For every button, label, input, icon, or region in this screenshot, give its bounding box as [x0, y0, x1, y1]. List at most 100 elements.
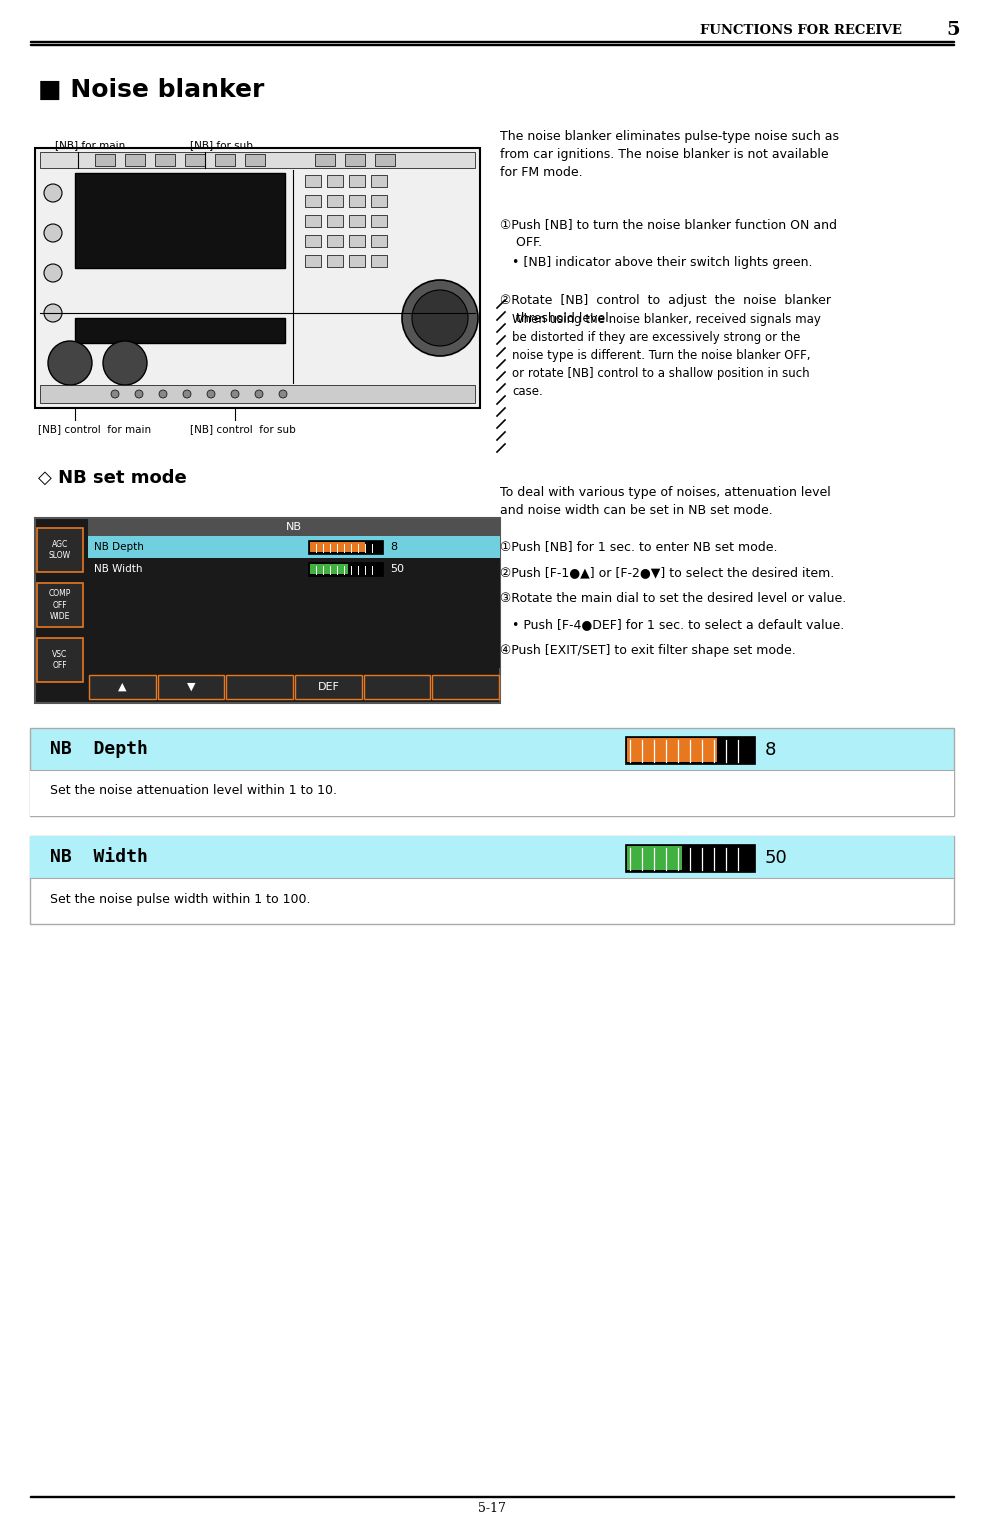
Text: ▲: ▲: [118, 682, 127, 693]
Bar: [185, 153, 205, 166]
Text: 50: 50: [390, 564, 404, 574]
Bar: [375, 153, 395, 166]
Text: Set the noise attenuation level within 1 to 10.: Set the noise attenuation level within 1…: [50, 784, 337, 797]
Bar: [349, 175, 365, 187]
Circle shape: [255, 390, 263, 398]
Bar: [40, 384, 475, 403]
Bar: [30, 728, 954, 816]
Bar: [432, 674, 499, 699]
Bar: [37, 529, 83, 573]
Bar: [371, 255, 387, 267]
Bar: [371, 175, 387, 187]
Bar: [37, 583, 83, 627]
Bar: [305, 175, 321, 187]
Text: DEF: DEF: [318, 682, 339, 693]
Bar: [88, 580, 500, 602]
Text: [NB] for sub: [NB] for sub: [190, 140, 253, 150]
Bar: [327, 235, 343, 248]
Text: [NB] control  for sub: [NB] control for sub: [190, 424, 296, 434]
Circle shape: [44, 264, 62, 283]
Text: 50: 50: [765, 849, 788, 867]
Bar: [310, 564, 348, 574]
Bar: [305, 216, 321, 226]
Circle shape: [44, 223, 62, 242]
Bar: [30, 770, 954, 816]
Circle shape: [412, 290, 468, 346]
Text: FUNCTIONS FOR RECEIVE: FUNCTIONS FOR RECEIVE: [700, 23, 902, 36]
Bar: [88, 536, 500, 557]
Text: 5-17: 5-17: [478, 1501, 506, 1514]
Text: AGC
SLOW: AGC SLOW: [49, 539, 71, 561]
Bar: [88, 519, 500, 536]
Circle shape: [207, 390, 215, 398]
Text: COMP
OFF
WIDE: COMP OFF WIDE: [49, 589, 71, 621]
Bar: [37, 638, 83, 682]
Bar: [295, 674, 362, 699]
Bar: [327, 175, 343, 187]
Text: NB  Depth: NB Depth: [50, 740, 148, 758]
Text: ◇ NB set mode: ◇ NB set mode: [38, 469, 187, 488]
Bar: [327, 255, 343, 267]
Circle shape: [44, 184, 62, 202]
Text: 8: 8: [390, 542, 398, 551]
Bar: [30, 835, 954, 924]
Text: ■ Noise blanker: ■ Noise blanker: [38, 77, 265, 102]
Circle shape: [135, 390, 143, 398]
Bar: [627, 738, 717, 763]
Bar: [305, 194, 321, 207]
Text: 5: 5: [947, 21, 960, 39]
Text: ②Push [F-1●▲] or [F-2●▼] to select the desired item.: ②Push [F-1●▲] or [F-2●▼] to select the d…: [500, 567, 834, 579]
Bar: [75, 173, 285, 267]
Bar: [226, 674, 293, 699]
Text: • Push [F-4●DEF] for 1 sec. to select a default value.: • Push [F-4●DEF] for 1 sec. to select a …: [500, 618, 844, 630]
Bar: [349, 194, 365, 207]
Text: NB Width: NB Width: [94, 564, 143, 574]
Bar: [89, 674, 155, 699]
Bar: [35, 518, 500, 703]
Text: [NB] control  for main: [NB] control for main: [38, 424, 152, 434]
Text: VSC
OFF: VSC OFF: [52, 650, 68, 670]
Bar: [327, 194, 343, 207]
Text: ▼: ▼: [187, 682, 195, 693]
Bar: [625, 737, 755, 764]
Bar: [40, 152, 475, 169]
Circle shape: [183, 390, 191, 398]
Text: ①Push [NB] to turn the noise blanker function ON and
    OFF.: ①Push [NB] to turn the noise blanker fun…: [500, 219, 837, 249]
Bar: [349, 235, 365, 248]
Circle shape: [44, 304, 62, 322]
Text: The noise blanker eliminates pulse-type noise such as
from car ignitions. The no: The noise blanker eliminates pulse-type …: [500, 131, 839, 179]
Bar: [305, 235, 321, 248]
Text: NB: NB: [286, 523, 302, 532]
Bar: [215, 153, 235, 166]
Text: [NB] for main: [NB] for main: [55, 140, 125, 150]
Text: When using the noise blanker, received signals may
be distorted if they are exce: When using the noise blanker, received s…: [512, 313, 821, 398]
Bar: [125, 153, 145, 166]
Circle shape: [279, 390, 287, 398]
Bar: [305, 255, 321, 267]
Bar: [625, 845, 755, 872]
Bar: [75, 317, 285, 343]
Text: NB Depth: NB Depth: [94, 542, 144, 551]
Circle shape: [402, 279, 478, 355]
Bar: [349, 216, 365, 226]
Bar: [308, 539, 383, 554]
Bar: [88, 646, 500, 668]
Text: 8: 8: [765, 741, 776, 760]
Text: ③Rotate the main dial to set the desired level or value.: ③Rotate the main dial to set the desired…: [500, 592, 846, 605]
Circle shape: [48, 340, 92, 384]
Bar: [327, 216, 343, 226]
Bar: [349, 255, 365, 267]
Bar: [315, 153, 335, 166]
Bar: [371, 194, 387, 207]
Text: ②Rotate  [NB]  control  to  adjust  the  noise  blanker
    threshold level.: ②Rotate [NB] control to adjust the noise…: [500, 295, 831, 325]
Text: Set the noise pulse width within 1 to 100.: Set the noise pulse width within 1 to 10…: [50, 893, 311, 905]
Text: • [NB] indicator above their switch lights green.: • [NB] indicator above their switch ligh…: [500, 257, 813, 269]
Bar: [157, 674, 224, 699]
Bar: [364, 674, 430, 699]
Bar: [245, 153, 265, 166]
Bar: [371, 216, 387, 226]
Bar: [88, 557, 500, 580]
Bar: [30, 835, 954, 878]
Bar: [95, 153, 115, 166]
Text: ④Push [EXIT/SET] to exit filter shape set mode.: ④Push [EXIT/SET] to exit filter shape se…: [500, 644, 796, 658]
